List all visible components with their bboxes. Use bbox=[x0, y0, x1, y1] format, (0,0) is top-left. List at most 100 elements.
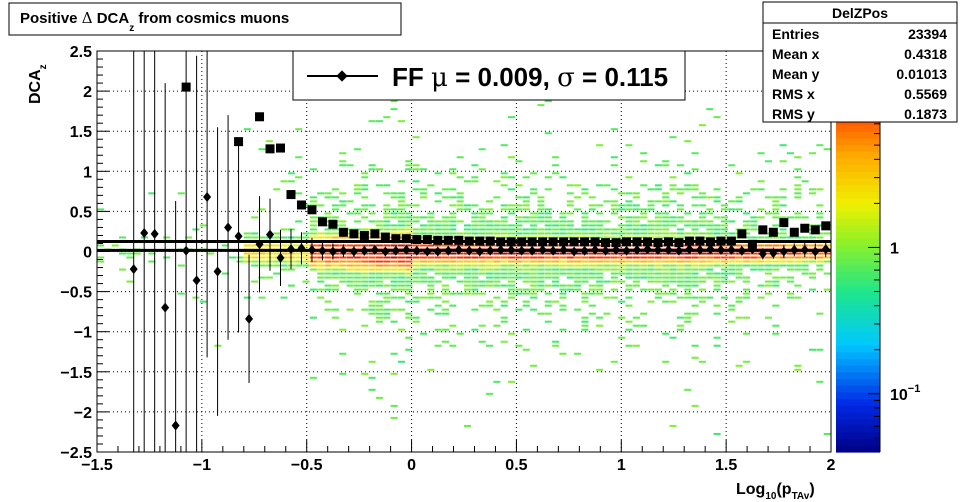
point-diamond bbox=[685, 244, 694, 255]
point-diamond bbox=[633, 244, 642, 255]
point-square bbox=[705, 237, 715, 247]
point-square bbox=[758, 225, 768, 235]
point-square bbox=[286, 190, 296, 200]
point-diamond bbox=[790, 244, 799, 255]
point-diamond bbox=[622, 245, 631, 256]
x-tick-label: 0 bbox=[407, 457, 416, 474]
point-diamond bbox=[129, 264, 138, 275]
point-square bbox=[464, 236, 474, 246]
point-square bbox=[485, 236, 495, 246]
y-tick-label: −2 bbox=[74, 405, 92, 422]
point-square bbox=[338, 227, 348, 237]
ylabel-main: DCA bbox=[27, 69, 44, 104]
title-suffix: from cosmics muons bbox=[134, 10, 289, 27]
point-diamond bbox=[224, 222, 233, 233]
x-tick-label: 1 bbox=[617, 457, 626, 474]
point-diamond bbox=[800, 244, 809, 255]
point-diamond bbox=[549, 245, 558, 256]
point-square bbox=[747, 239, 757, 249]
point-diamond bbox=[580, 245, 589, 256]
point-diamond bbox=[811, 246, 820, 257]
point-square bbox=[569, 237, 579, 247]
point-diamond bbox=[412, 245, 421, 256]
title-delta: Δ bbox=[82, 9, 93, 27]
point-square bbox=[527, 237, 537, 247]
point-square bbox=[643, 237, 652, 247]
point-square bbox=[255, 112, 265, 122]
xlabel-main: Log bbox=[736, 481, 765, 498]
point-square bbox=[391, 234, 401, 244]
legend-series: FF bbox=[392, 62, 424, 92]
point-square bbox=[779, 218, 789, 228]
point-square bbox=[726, 236, 736, 246]
x-axis-title: Log10(pTAv) bbox=[736, 481, 815, 502]
point-square bbox=[559, 237, 569, 247]
point-diamond bbox=[171, 420, 180, 431]
point-square bbox=[684, 236, 694, 246]
point-square bbox=[622, 237, 632, 247]
point-diamond bbox=[538, 244, 547, 255]
xlabel-sub: 10 bbox=[765, 491, 777, 502]
legend-box: FF μ = 0.009, σ = 0.115 bbox=[292, 50, 686, 101]
point-diamond bbox=[591, 244, 600, 255]
point-square bbox=[234, 137, 244, 147]
stats-box: DelZPos Entries 23394 Mean x 0.4318 Mean y 0.… bbox=[762, 1, 958, 123]
point-diamond bbox=[391, 245, 400, 256]
z-tick-label: 1 bbox=[890, 240, 899, 257]
point-square bbox=[611, 238, 621, 248]
point-square bbox=[454, 235, 464, 245]
point-diamond bbox=[161, 302, 170, 313]
point-diamond bbox=[339, 245, 348, 256]
point-diamond bbox=[664, 244, 673, 255]
point-square bbox=[370, 229, 380, 239]
point-square bbox=[590, 237, 600, 247]
y-tick-label: −1.5 bbox=[60, 365, 92, 382]
svg-text:Positive Δ DCAz from cosmics m: Positive Δ DCAz from cosmics muons bbox=[20, 9, 289, 34]
point-diamond bbox=[559, 244, 568, 255]
legend-mu: μ bbox=[431, 63, 448, 93]
point-diamond bbox=[234, 231, 243, 242]
point-diamond bbox=[612, 244, 621, 255]
point-diamond bbox=[370, 244, 379, 255]
point-square bbox=[548, 237, 558, 247]
point-diamond bbox=[402, 244, 411, 255]
point-diamond bbox=[507, 244, 516, 255]
point-square bbox=[601, 238, 611, 248]
stats-value: 0.01013 bbox=[896, 66, 947, 82]
point-diamond bbox=[758, 248, 767, 259]
point-diamond bbox=[475, 246, 484, 257]
point-diamond bbox=[496, 244, 505, 255]
point-square bbox=[674, 238, 684, 248]
point-square bbox=[359, 230, 369, 240]
point-diamond bbox=[182, 245, 191, 256]
point-square bbox=[663, 237, 673, 247]
point-diamond bbox=[653, 244, 662, 255]
point-diamond bbox=[423, 246, 432, 257]
stats-label: Entries bbox=[772, 26, 820, 42]
point-diamond bbox=[213, 266, 222, 277]
point-diamond bbox=[381, 246, 390, 257]
stats-label: RMS y bbox=[772, 106, 815, 122]
y-tick-label: −1 bbox=[74, 325, 92, 342]
point-square bbox=[307, 205, 317, 215]
point-diamond bbox=[465, 245, 474, 256]
x-tick-label: −1.5 bbox=[81, 457, 113, 474]
title-prefix: Positive bbox=[20, 10, 82, 27]
histogram-cells bbox=[97, 64, 831, 435]
point-diamond bbox=[318, 245, 327, 256]
point-diamond bbox=[769, 248, 778, 259]
y-tick-label: −0.5 bbox=[60, 285, 92, 302]
point-diamond bbox=[255, 239, 264, 250]
x-tick-label: −1 bbox=[193, 457, 211, 474]
point-square bbox=[538, 237, 548, 247]
point-diamond bbox=[276, 252, 285, 263]
ylabel-sub: z bbox=[38, 64, 49, 69]
point-diamond bbox=[150, 228, 159, 239]
point-diamond bbox=[643, 244, 652, 255]
point-square bbox=[412, 234, 422, 244]
stats-value: 0.4318 bbox=[904, 46, 947, 62]
y-tick-label: 1.5 bbox=[70, 124, 92, 141]
point-diamond bbox=[821, 244, 830, 255]
point-diamond bbox=[203, 191, 212, 202]
